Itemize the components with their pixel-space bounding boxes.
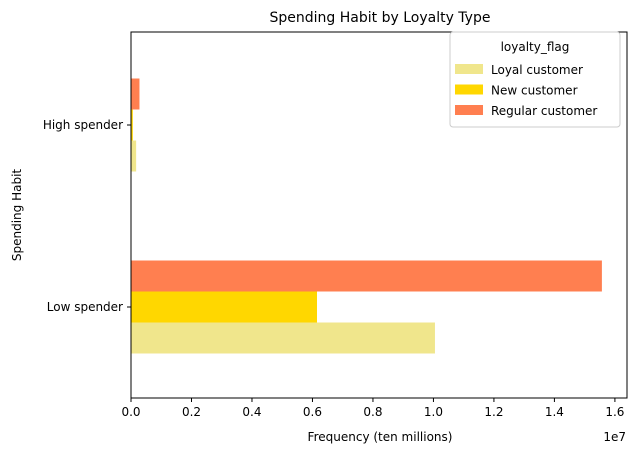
x-tick-label: 0.0 [121,405,140,419]
chart-title: Spending Habit by Loyalty Type [270,10,491,26]
legend-frame [449,31,621,128]
legend-label: Regular customer [491,104,597,118]
bar-high-spender-loyal-customer [131,140,137,172]
bar-low-spender-new-customer [131,291,317,323]
legend-swatch [455,105,483,115]
y-axis-ticks: High spender Low spender [43,118,131,314]
x-tick-label: 1.0 [424,405,443,419]
legend-title: loyalty_flag [501,40,570,54]
legend-swatch [455,84,483,95]
x-tick-label: 0.6 [303,405,322,419]
x-tick-label: 0.2 [182,405,201,419]
y-tick-label: High spender [43,118,123,132]
y-axis-label: Spending Habit [10,169,24,262]
plot-frame [130,31,628,399]
x-tick-label: 0.4 [242,405,261,419]
bar-low-spender-regular-customer [131,260,602,292]
x-tick-label: 1.4 [545,405,564,419]
x-tick-label: 0.8 [363,405,382,419]
x-axis-label: Frequency (ten millions) [308,430,453,444]
legend-items: Loyal customer New customer Regular custom… [455,63,597,118]
bar-low-spender-loyal-customer [131,322,435,354]
bar-high-spender-new-customer [131,109,133,141]
x-axis-ticks: 0.0 0.2 0.4 0.6 0.8 1.0 1.2 1.4 1.6 [121,398,624,419]
legend-label: New customer [491,84,578,98]
legend-swatch [455,64,483,74]
x-axis-offset-label: 1e7 [603,430,626,444]
y-tick-label: Low spender [47,300,123,314]
legend-label: Loyal customer [491,63,583,77]
bar-high-spender-regular-customer [131,78,140,110]
x-tick-label: 1.2 [484,405,503,419]
bars-layer [131,78,602,354]
legend: loyalty_flag Loyal customer New customer R… [449,31,621,128]
x-tick-label: 1.6 [605,405,624,419]
